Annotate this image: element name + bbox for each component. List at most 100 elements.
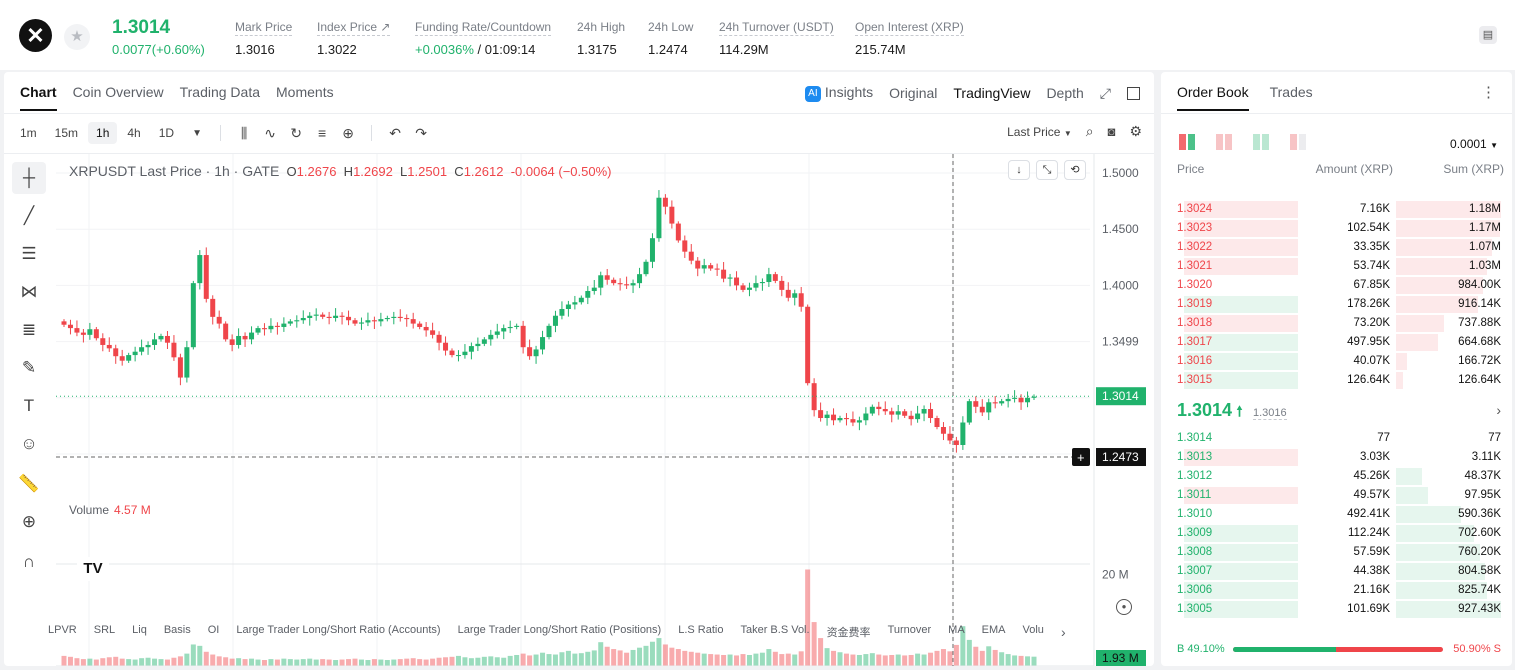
bid-row[interactable]: 1.3010 492.41K 590.36K <box>1161 505 1512 524</box>
ask-row[interactable]: 1.3015 126.64K 126.64K <box>1161 371 1512 390</box>
bid-row[interactable]: 1.3005 101.69K 927.43K <box>1161 600 1512 619</box>
ask-row[interactable]: 1.3020 67.85K 984.00K <box>1161 276 1512 295</box>
replay-icon[interactable]: ↻ <box>290 124 302 141</box>
indicator-3[interactable]: Basis <box>163 624 191 636</box>
volume-bar <box>249 658 255 666</box>
stat-funding-rate[interactable]: Funding Rate/Countdown +0.0036% / 01:09:… <box>415 20 552 57</box>
bid-row[interactable]: 1.3006 21.16K 825.74K <box>1161 581 1512 600</box>
timeframe-1m[interactable]: 1m <box>20 126 37 140</box>
stat-index-price[interactable]: Index Price ↗ 1.3022 <box>317 20 391 57</box>
gear-icon[interactable]: ⚙ <box>1129 123 1142 139</box>
indicator-7[interactable]: L.S Ratio <box>678 624 724 636</box>
indicator-1[interactable]: SRL <box>93 624 116 636</box>
fib-icon[interactable]: ≣ <box>21 320 37 339</box>
indicator-0[interactable]: LPVR <box>48 624 77 636</box>
bid-row[interactable]: 1.3007 44.38K 804.58K <box>1161 562 1512 581</box>
add-alert-icon[interactable]: ⊕ <box>342 124 354 141</box>
bid-row[interactable]: 1.3011 49.57K 97.95K <box>1161 486 1512 505</box>
horizontal-lines-icon[interactable]: ☰ <box>21 244 37 263</box>
view-depth[interactable]: Depth <box>1046 85 1084 101</box>
tab-trading-data[interactable]: Trading Data <box>179 84 261 100</box>
magnet-icon[interactable]: ∩ <box>22 552 36 571</box>
favorite-star-icon[interactable]: ★ <box>64 24 90 50</box>
brush-icon[interactable]: ✎ <box>21 358 37 377</box>
insights-button[interactable]: AI Insights <box>804 84 873 102</box>
ask-row[interactable]: 1.3019 178.26K 916.14K <box>1161 295 1512 314</box>
undo-icon[interactable]: ↶ <box>389 124 401 141</box>
indicator-11[interactable]: MA <box>948 624 965 636</box>
bid-row[interactable]: 1.3009 112.24K 702.60K <box>1161 524 1512 543</box>
timeframe-15m[interactable]: 15m <box>54 126 79 140</box>
emoji-icon[interactable]: ☺ <box>20 434 38 453</box>
chevron-down-icon[interactable]: ▼ <box>192 127 203 139</box>
timeframe-4h[interactable]: 4h <box>127 126 141 140</box>
text-icon[interactable]: T <box>23 396 35 415</box>
trend-line-icon[interactable]: ╱ <box>23 206 35 225</box>
indicator-10[interactable]: Turnover <box>887 624 932 636</box>
tab-coin-overview[interactable]: Coin Overview <box>72 84 164 100</box>
stat-24h-turnover[interactable]: 24h Turnover (USDT) 114.29M <box>719 20 834 57</box>
search-icon[interactable]: ⌕ <box>1085 123 1094 139</box>
zoom-in-icon[interactable]: ⊕ <box>21 512 37 531</box>
pattern-icon[interactable]: ⋈ <box>20 282 38 301</box>
indicator-8[interactable]: Taker B.S Vol. <box>740 624 810 636</box>
view-both-icon[interactable] <box>1179 134 1195 150</box>
y-tick-label: 1.4000 <box>1102 278 1139 292</box>
crosshair-icon[interactable]: ┼ <box>12 162 46 194</box>
chevron-right-icon[interactable]: › <box>1496 402 1501 418</box>
target-icon[interactable]: ● <box>1116 599 1132 615</box>
bid-row[interactable]: 1.3012 45.26K 48.37K <box>1161 467 1512 486</box>
view-large-icon[interactable] <box>1290 134 1306 150</box>
more-icon[interactable]: ⋮ <box>1481 84 1496 101</box>
tab-chart[interactable]: Chart <box>20 84 57 111</box>
indicator-13[interactable]: Volu <box>1022 624 1044 636</box>
ruler-icon[interactable]: 📏 <box>18 474 40 493</box>
arrow-down-icon[interactable]: ↓ <box>1008 160 1030 180</box>
candle-body <box>578 297 584 303</box>
loop-icon[interactable]: ⟲ <box>1064 160 1086 180</box>
ask-row[interactable]: 1.3022 33.35K 1.07M <box>1161 238 1512 257</box>
indicator-12[interactable]: EMA <box>981 624 1006 636</box>
ask-row[interactable]: 1.3023 102.54K 1.17M <box>1161 219 1512 238</box>
indicator-6[interactable]: Large Trader Long/Short Ratio (Positions… <box>457 624 662 636</box>
ask-row[interactable]: 1.3018 73.20K 737.88K <box>1161 314 1512 333</box>
bid-row[interactable]: 1.3014 77 77 <box>1161 429 1512 448</box>
ask-row[interactable]: 1.3021 53.74K 1.03M <box>1161 257 1512 276</box>
candlestick-chart[interactable]: 1.50001.45001.40001.34991112131415161.30… <box>56 154 1150 666</box>
bid-row[interactable]: 1.3013 3.03K 3.11K <box>1161 448 1512 467</box>
indicator-2[interactable]: Liq <box>132 624 147 636</box>
view-asks-icon[interactable] <box>1216 134 1232 150</box>
collapse-icon[interactable]: ⤡ <box>1036 160 1058 180</box>
price-type-select[interactable]: Last Price ▼ <box>1007 124 1072 139</box>
view-bids-icon[interactable] <box>1253 134 1269 150</box>
camera-icon[interactable]: ◙ <box>1107 124 1116 139</box>
indicators-icon[interactable]: ∿ <box>264 124 276 141</box>
window-icon[interactable] <box>1127 86 1140 100</box>
chevron-right-icon[interactable]: › <box>1060 624 1066 640</box>
tab-moments[interactable]: Moments <box>276 84 334 100</box>
bid-row[interactable]: 1.3008 57.59K 760.20K <box>1161 543 1512 562</box>
timeframe-1d[interactable]: 1D <box>158 126 175 140</box>
timeframe-1h[interactable]: 1h <box>88 122 118 144</box>
indicator-4[interactable]: OI <box>207 624 220 636</box>
expand-icon[interactable]: ⤢ <box>1099 84 1111 101</box>
redo-icon[interactable]: ↷ <box>415 124 427 141</box>
precision-select[interactable]: 0.0001 ▼ <box>1450 137 1498 151</box>
notes-icon[interactable]: ▤ <box>1479 26 1497 44</box>
stat-mark-price[interactable]: Mark Price 1.3016 <box>235 20 293 57</box>
view-tradingview[interactable]: TradingView <box>953 85 1031 101</box>
mid-price[interactable]: 1.3014 🠕 1.3016 › <box>1177 400 1501 420</box>
tab-order-book[interactable]: Order Book <box>1177 84 1249 111</box>
view-original[interactable]: Original <box>889 85 938 101</box>
stat-open-interest[interactable]: Open Interest (XRP) 215.74M <box>855 20 964 57</box>
indicator-5[interactable]: Large Trader Long/Short Ratio (Accounts) <box>236 624 441 636</box>
candle-body <box>210 298 216 317</box>
ask-row[interactable]: 1.3017 497.95K 664.68K <box>1161 333 1512 352</box>
ask-row[interactable]: 1.3024 7.16K 1.18M <box>1161 200 1512 219</box>
candle-type-icon[interactable]: ⫼ <box>240 124 248 141</box>
indicator-9[interactable]: 资金费率 <box>826 627 871 639</box>
tradingview-logo-icon[interactable]: TV <box>77 557 109 581</box>
tab-trades[interactable]: Trades <box>1269 84 1313 100</box>
ask-row[interactable]: 1.3016 40.07K 166.72K <box>1161 352 1512 371</box>
templates-icon[interactable]: ≡ <box>317 125 327 141</box>
